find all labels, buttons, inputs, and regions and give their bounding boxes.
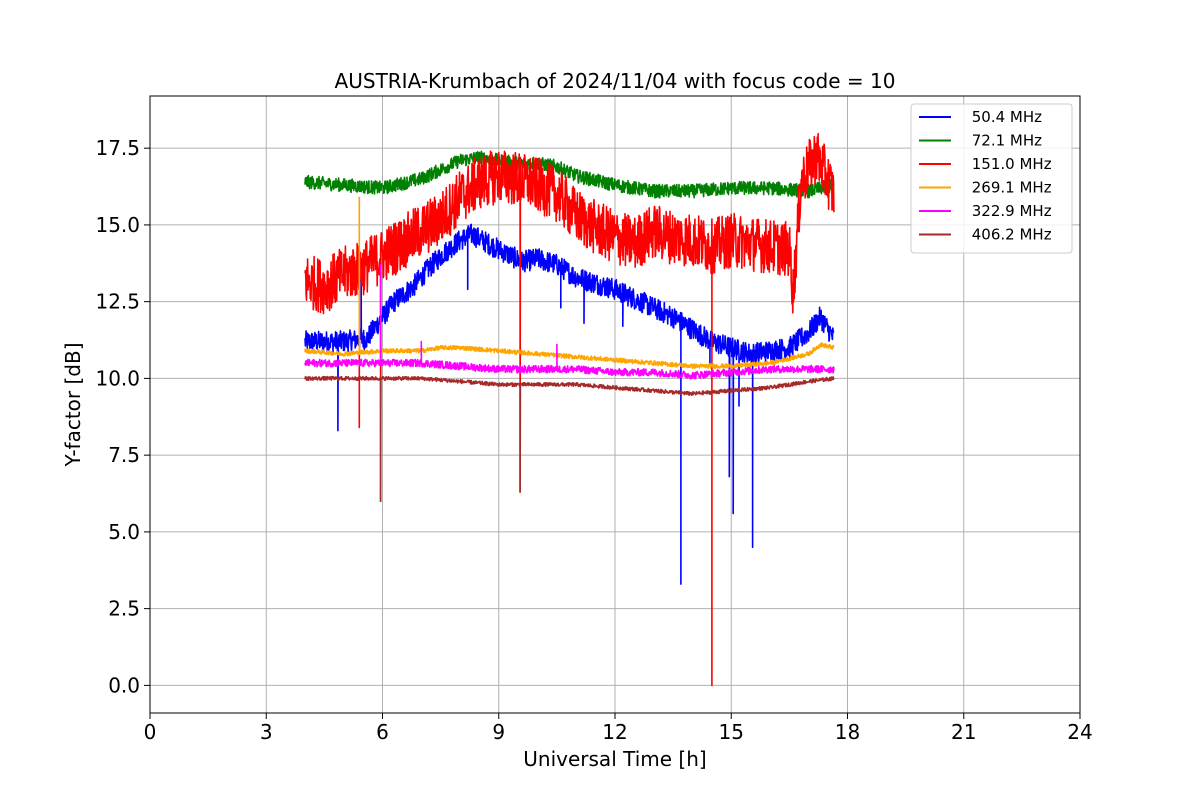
series-line-3 [304,196,835,370]
y-axis-label: Y-factor [dB] [61,342,85,467]
legend-entry: 269.1 MHz [967,179,1052,197]
series-line-2 [304,132,835,687]
x-tick-label: 15 [719,720,744,744]
x-tick-label: 12 [602,720,627,744]
legend: 50.4 MHz 72.1 MHz 151.0 MHz 269.1 MHz 32… [910,103,1073,254]
legend-entry: 72.1 MHz [967,132,1042,150]
y-tick-label: 12.5 [95,290,140,314]
y-axis: 0.0 2.5 5.0 7.5 10.0 12.5 15.0 17.5 [95,136,150,697]
x-tick-label: 6 [376,720,389,744]
plot-area [304,132,835,687]
legend-entry: 406.2 MHz [967,226,1052,244]
series-line-5 [304,375,835,502]
y-tick-label: 7.5 [108,443,140,467]
x-axis: 0 3 6 9 12 15 18 21 24 [144,713,1093,744]
y-tick-label: 0.0 [108,673,140,697]
x-tick-label: 18 [835,720,860,744]
legend-entry: 322.9 MHz [967,202,1052,220]
y-tick-label: 17.5 [95,136,140,160]
y-tick-label: 5.0 [108,520,140,544]
x-tick-label: 0 [144,720,157,744]
x-tick-label: 21 [951,720,976,744]
y-tick-label: 10.0 [95,366,140,390]
y-tick-label: 2.5 [108,597,140,621]
legend-entry: 50.4 MHz [967,108,1042,126]
series-line-0 [304,223,835,585]
x-tick-label: 3 [260,720,273,744]
chart-title: AUSTRIA-Krumbach of 2024/11/04 with focu… [335,69,896,93]
legend-entry: 151.0 MHz [967,155,1052,173]
x-tick-label: 24 [1067,720,1092,744]
x-tick-label: 9 [492,720,505,744]
series-line-4 [304,264,835,380]
x-axis-label: Universal Time [h] [523,747,706,771]
y-tick-label: 15.0 [95,213,140,237]
series-line-1 [304,150,835,199]
legend-box [910,103,1073,254]
